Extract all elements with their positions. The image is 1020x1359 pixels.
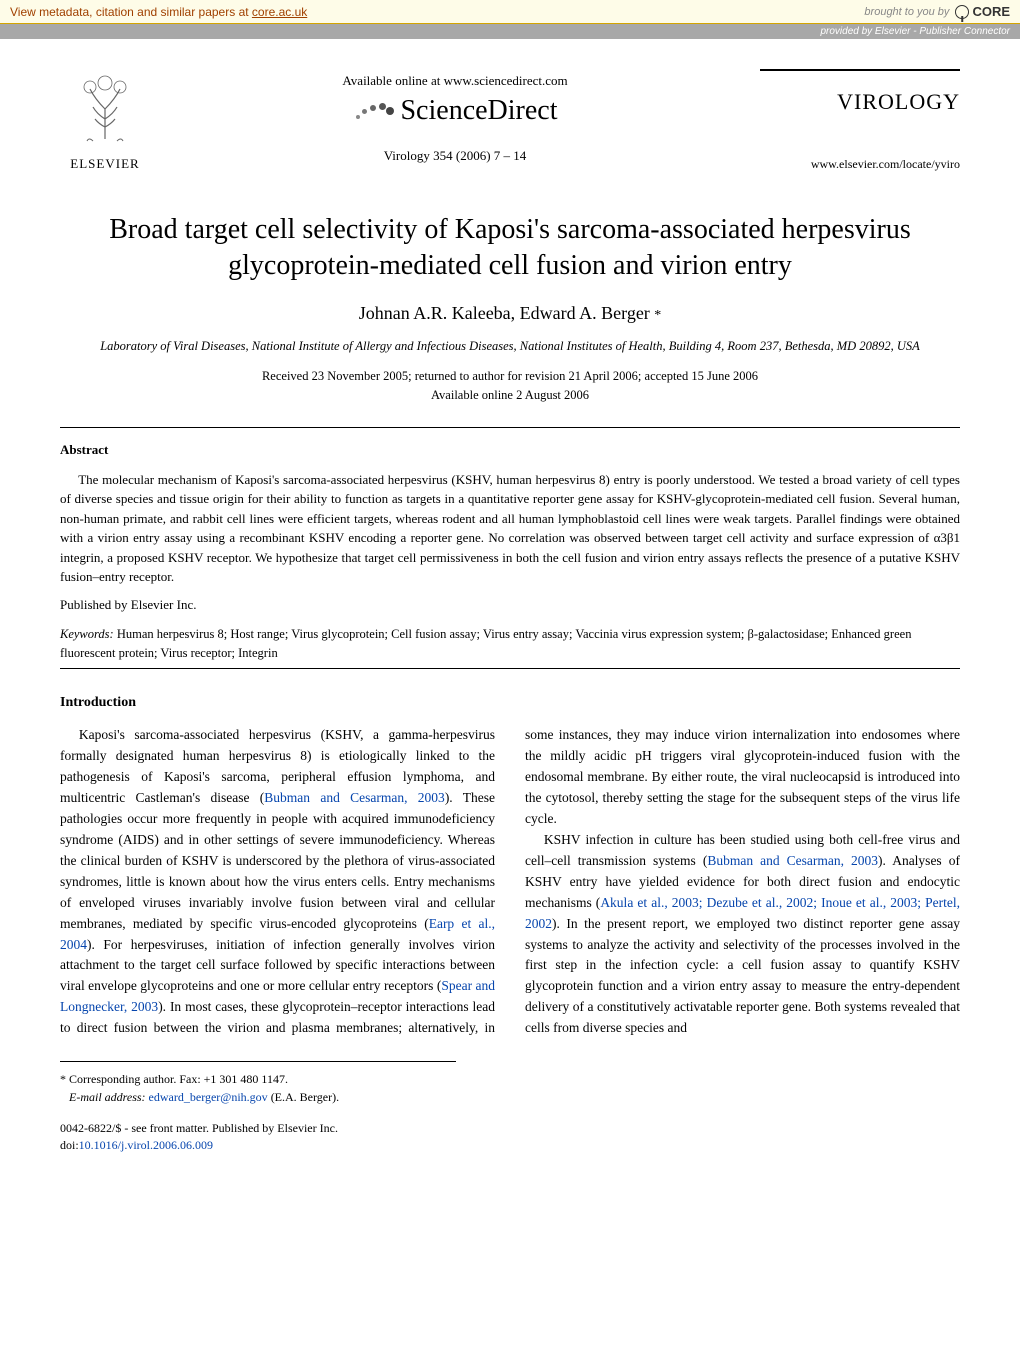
doi-line: doi:10.1016/j.virol.2006.06.009 — [60, 1137, 960, 1154]
divider — [60, 427, 960, 428]
header-right: VIROLOGY www.elsevier.com/locate/yviro — [760, 69, 960, 172]
doi-link[interactable]: 10.1016/j.virol.2006.06.009 — [79, 1138, 213, 1152]
published-by: Published by Elsevier Inc. — [60, 597, 960, 613]
header-center: Available online at www.sciencedirect.co… — [150, 69, 760, 164]
elsevier-text: ELSEVIER — [60, 156, 150, 172]
provided-by-bar: provided by Elsevier - Publisher Connect… — [0, 24, 1020, 39]
article-dates: Received 23 November 2005; returned to a… — [60, 367, 960, 405]
sciencedirect-dots-icon — [352, 97, 392, 125]
introduction-heading: Introduction — [60, 695, 960, 711]
core-banner-right: brought to you by CORE — [864, 4, 1010, 19]
affiliation: Laboratory of Viral Diseases, National I… — [60, 338, 960, 356]
text-run: ). In the present report, we employed tw… — [525, 916, 960, 1036]
journal-name: VIROLOGY — [760, 69, 960, 115]
divider — [60, 668, 960, 669]
footnotes: * Corresponding author. Fax: +1 301 480 … — [60, 1061, 456, 1106]
corresponding-mark: * — [654, 308, 661, 323]
sciencedirect-logo: ScienceDirect — [352, 95, 557, 127]
email-paren: (E.A. Berger). — [268, 1090, 339, 1104]
core-banner: View metadata, citation and similar pape… — [0, 0, 1020, 24]
core-banner-left: View metadata, citation and similar pape… — [10, 5, 307, 19]
provided-by-text: provided by Elsevier - Publisher Connect… — [820, 26, 1010, 37]
email-label: E-mail address: — [69, 1090, 146, 1104]
corresponding-author: * Corresponding author. Fax: +1 301 480 … — [60, 1070, 456, 1088]
text-run: ). For herpesviruses, initiation of infe… — [60, 937, 495, 994]
doi-label: doi: — [60, 1138, 79, 1152]
email-link[interactable]: edward_berger@nih.gov — [149, 1090, 268, 1104]
elsevier-tree-icon — [65, 69, 145, 149]
keywords-label: Keywords: — [60, 627, 114, 641]
brought-by-text: brought to you by — [864, 6, 949, 18]
authors-names: Johnan A.R. Kaleeba, Edward A. Berger — [359, 303, 655, 323]
article-title: Broad target cell selectivity of Kaposi'… — [60, 212, 960, 285]
authors: Johnan A.R. Kaleeba, Edward A. Berger * — [60, 303, 960, 324]
body-columns: Kaposi's sarcoma-associated herpesvirus … — [60, 725, 960, 1039]
page-content: ELSEVIER Available online at www.science… — [0, 39, 1020, 1204]
abstract-heading: Abstract — [60, 442, 960, 458]
keywords-list: Human herpesvirus 8; Host range; Virus g… — [60, 627, 911, 660]
core-link[interactable]: core.ac.uk — [252, 5, 307, 19]
citation-link[interactable]: Bubman and Cesarman, 2003 — [264, 790, 445, 805]
dates-online: Available online 2 August 2006 — [60, 386, 960, 405]
journal-header: ELSEVIER Available online at www.science… — [60, 69, 960, 172]
copyright-line: 0042-6822/$ - see front matter. Publishe… — [60, 1120, 960, 1137]
available-online-text: Available online at www.sciencedirect.co… — [150, 73, 760, 89]
journal-url: www.elsevier.com/locate/yviro — [760, 157, 960, 172]
text-run: ). These pathologies occur more frequent… — [60, 790, 495, 931]
elsevier-logo: ELSEVIER — [60, 69, 150, 172]
dates-received: Received 23 November 2005; returned to a… — [60, 367, 960, 386]
core-label: CORE — [972, 4, 1010, 19]
body-para-2: KSHV infection in culture has been studi… — [525, 830, 960, 1039]
core-banner-text: View metadata, citation and similar pape… — [10, 5, 252, 19]
core-logo-icon — [955, 5, 969, 19]
doi-block: 0042-6822/$ - see front matter. Publishe… — [60, 1120, 960, 1154]
abstract-body: The molecular mechanism of Kaposi's sarc… — [60, 470, 960, 587]
keywords: Keywords: Human herpesvirus 8; Host rang… — [60, 625, 960, 663]
journal-reference: Virology 354 (2006) 7 – 14 — [150, 148, 760, 164]
core-logo[interactable]: CORE — [955, 4, 1010, 19]
email-line: E-mail address: edward_berger@nih.gov (E… — [60, 1088, 456, 1106]
citation-link[interactable]: Bubman and Cesarman, 2003 — [707, 853, 878, 868]
sciencedirect-text: ScienceDirect — [400, 95, 557, 127]
